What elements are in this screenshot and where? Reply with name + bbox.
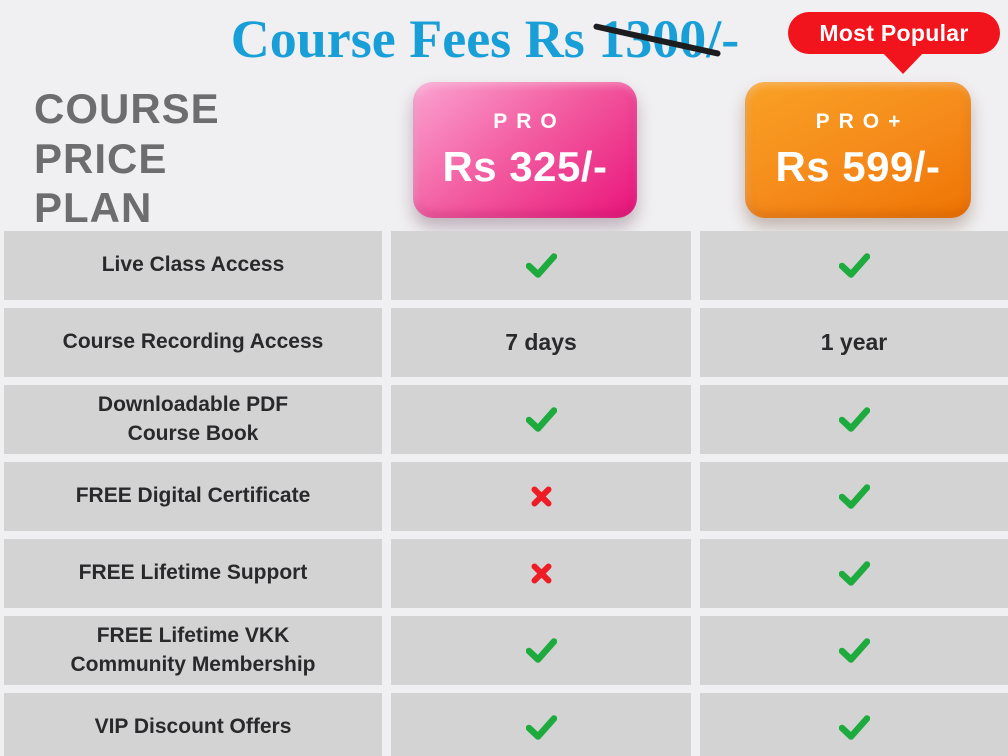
feature-cell: Downloadable PDF Course Book — [4, 385, 382, 454]
pro-plus-value-cell — [700, 539, 1008, 608]
check-icon — [838, 561, 870, 586]
title-prefix: Course Fees Rs — [230, 9, 599, 69]
check-icon — [525, 253, 557, 278]
feature-cell: Live Class Access — [4, 231, 382, 300]
old-price: 1300 — [592, 8, 721, 70]
cross-icon — [531, 486, 551, 507]
most-popular-label: Most Popular — [819, 19, 969, 46]
pro-plus-value-cell — [700, 616, 1008, 685]
comparison-table: Live Class Access Course Recording Acces… — [4, 231, 1008, 756]
check-icon — [838, 253, 870, 278]
cross-icon — [531, 563, 551, 584]
pro-plus-value-cell — [700, 385, 1008, 454]
pro-plus-plan-card[interactable]: PRO+ Rs 599/- — [745, 82, 971, 218]
feature-cell: FREE Lifetime VKK Community Membership — [4, 616, 382, 685]
feature-cell: Course Recording Access — [4, 308, 382, 377]
check-icon — [525, 638, 557, 663]
cell-text: 1 year — [820, 329, 888, 355]
feature-cell: FREE Lifetime Support — [4, 539, 382, 608]
pro-value-cell — [391, 462, 691, 531]
title-suffix: /- — [706, 9, 740, 69]
course-price-plan-heading: COURSE PRICE PLAN — [34, 85, 220, 232]
pro-value-cell — [391, 693, 691, 756]
check-icon — [525, 407, 557, 432]
most-popular-badge: Most Popular — [788, 12, 1000, 74]
feature-cell: FREE Digital Certificate — [4, 462, 382, 531]
pro-value-cell — [391, 539, 691, 608]
pro-plus-value-cell — [700, 693, 1008, 756]
pro-value-cell — [391, 616, 691, 685]
pro-plus-value-cell — [700, 231, 1008, 300]
check-icon — [525, 715, 557, 740]
cell-text: 7 days — [505, 329, 577, 355]
check-icon — [838, 484, 870, 509]
pro-value-cell — [391, 231, 691, 300]
pro-plus-plan-name: PRO+ — [815, 109, 910, 133]
pro-plus-value-cell: 1 year — [700, 308, 1008, 377]
pro-value-cell: 7 days — [391, 308, 691, 377]
feature-cell: VIP Discount Offers — [4, 693, 382, 756]
check-icon — [838, 407, 870, 432]
pro-plus-value-cell — [700, 462, 1008, 531]
pro-plus-plan-price: Rs 599/- — [775, 142, 941, 190]
check-icon — [838, 638, 870, 663]
pro-plan-name: PRO — [493, 109, 566, 133]
pro-plan-card[interactable]: PRO Rs 325/- — [413, 82, 637, 218]
page-title: Course Fees Rs 1300/- — [0, 8, 970, 70]
badge-tail-pointer — [880, 50, 926, 74]
pro-plan-price: Rs 325/- — [442, 142, 608, 190]
pro-value-cell — [391, 385, 691, 454]
check-icon — [838, 715, 870, 740]
